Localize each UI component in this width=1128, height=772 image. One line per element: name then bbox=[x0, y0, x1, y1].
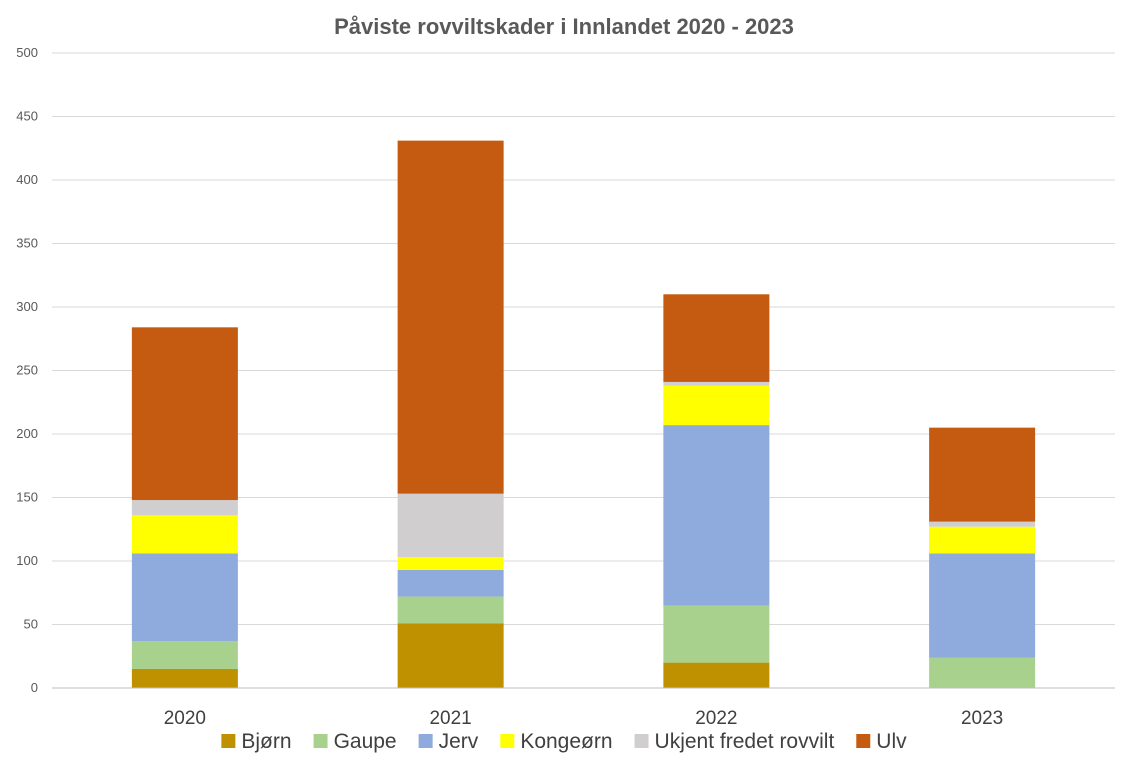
bar-segment bbox=[397, 557, 504, 570]
legend-item: Jerv bbox=[418, 730, 479, 753]
legend-label: Bjørn bbox=[241, 730, 291, 753]
y-tick-label: 50 bbox=[24, 617, 38, 632]
bar-segment bbox=[663, 385, 770, 426]
bar-segment bbox=[397, 140, 504, 494]
bar-segment bbox=[663, 381, 770, 386]
x-tick-label: 2020 bbox=[164, 708, 206, 729]
y-tick-label: 450 bbox=[16, 109, 38, 124]
bar-segment bbox=[929, 553, 1036, 658]
bar-segment bbox=[131, 500, 238, 516]
x-tick-label: 2021 bbox=[429, 708, 471, 729]
legend-item: Ulv bbox=[856, 730, 907, 753]
bar-segment bbox=[929, 657, 1036, 688]
legend-item: Gaupe bbox=[313, 730, 397, 753]
legend-label: Jerv bbox=[439, 730, 479, 753]
y-tick-label: 200 bbox=[16, 426, 38, 441]
legend-swatch bbox=[313, 734, 328, 748]
bar-segment bbox=[131, 327, 238, 501]
y-tick-label: 400 bbox=[16, 172, 38, 187]
bar-segment bbox=[131, 641, 238, 669]
legend: Bjørn Gaupe Jerv Kongeørn Ukjent fredet rovv… bbox=[221, 730, 907, 753]
y-tick-label: 150 bbox=[16, 490, 38, 505]
legend-swatch bbox=[418, 734, 433, 748]
y-tick-label: 300 bbox=[16, 299, 38, 314]
bar-segment bbox=[929, 427, 1036, 522]
y-tick-label: 0 bbox=[31, 680, 38, 695]
y-tick-label: 250 bbox=[16, 363, 38, 378]
legend-swatch bbox=[221, 734, 236, 748]
legend-label: Ulv bbox=[876, 730, 907, 753]
x-tick-label: 2023 bbox=[961, 708, 1003, 729]
legend-label: Gaupe bbox=[334, 730, 397, 753]
legend-item: Bjørn bbox=[221, 730, 292, 753]
bar-segment bbox=[397, 493, 504, 558]
bar-segment bbox=[131, 515, 238, 554]
bar-segment bbox=[929, 526, 1036, 554]
bar-segment bbox=[663, 662, 770, 688]
x-axis-ticks: 2020 2021 2022 2023 bbox=[164, 708, 1004, 729]
chart-title: Påviste rovviltskader i Innlandet 2020 -… bbox=[334, 14, 794, 39]
y-tick-label: 100 bbox=[16, 553, 38, 568]
legend-swatch bbox=[634, 734, 649, 748]
legend-swatch bbox=[500, 734, 515, 748]
legend-label: Kongeørn bbox=[520, 730, 612, 753]
bar-segment bbox=[397, 623, 504, 688]
y-axis-ticks: 0 50 100 150 200 250 300 350 400 450 500 bbox=[16, 45, 38, 695]
bar-segment bbox=[397, 569, 504, 597]
bars bbox=[131, 140, 1036, 688]
x-tick-label: 2022 bbox=[695, 708, 737, 729]
bar-segment bbox=[663, 605, 770, 663]
bar-segment bbox=[663, 294, 770, 382]
bar-segment bbox=[131, 668, 238, 688]
legend-item: Ukjent fredet rovvilt bbox=[634, 730, 835, 753]
y-tick-label: 500 bbox=[16, 45, 38, 60]
legend-swatch bbox=[856, 734, 871, 748]
legend-label: Ukjent fredet rovvilt bbox=[655, 730, 835, 753]
bar-segment bbox=[131, 553, 238, 642]
bar-segment bbox=[929, 521, 1036, 527]
bar-segment bbox=[663, 425, 770, 606]
legend-item: Kongeørn bbox=[500, 730, 613, 753]
y-tick-label: 350 bbox=[16, 236, 38, 251]
bar-segment bbox=[397, 596, 504, 624]
